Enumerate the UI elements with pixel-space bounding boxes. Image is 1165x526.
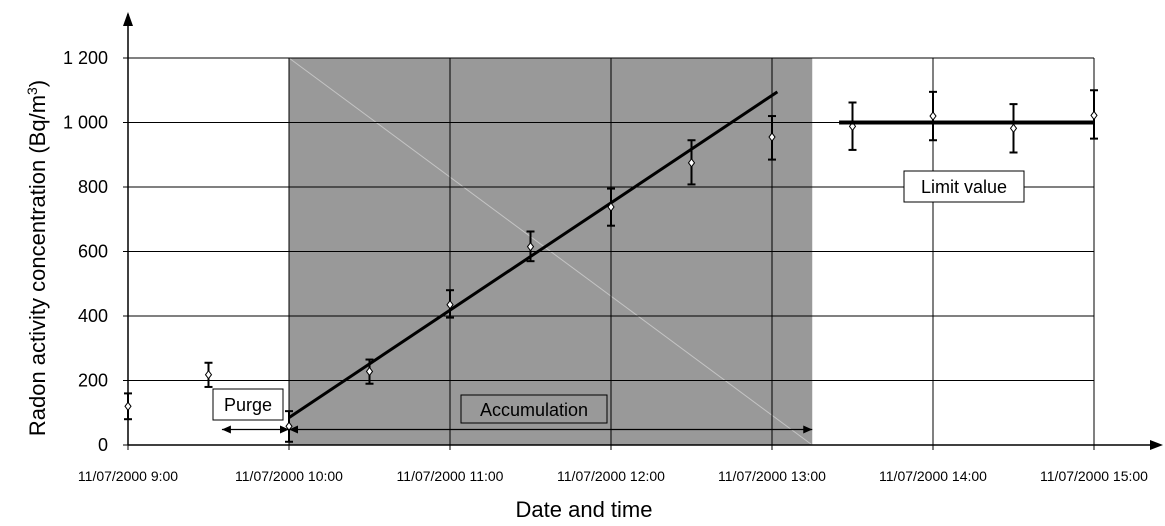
- point-marker: [687, 157, 696, 168]
- accumulation-arrow-head-right: [803, 425, 813, 434]
- data-point: [607, 187, 615, 227]
- data-point: [768, 115, 776, 161]
- point-marker: [526, 241, 535, 252]
- data-point: [848, 101, 857, 151]
- x-tick-label: 11/07/2000 13:00: [718, 468, 826, 484]
- purge-arrow-head-right: [280, 425, 289, 434]
- x-tick-label: 11/07/2000 11:00: [397, 468, 504, 484]
- accumulation-arrow-head-left: [289, 425, 298, 434]
- data-point: [526, 230, 535, 263]
- data-point: [285, 410, 293, 443]
- accumulation-arrow: [289, 425, 813, 434]
- y-axis-title-suffix: ): [25, 80, 50, 87]
- y-tick-label: 600: [78, 242, 108, 262]
- accumulation-label: Accumulation: [480, 400, 588, 420]
- y-tick-label: 1 200: [63, 48, 108, 68]
- point-marker: [929, 111, 937, 121]
- x-tick-label: 11/07/2000 12:00: [557, 468, 665, 484]
- x-tick-label: 11/07/2000 9:00: [78, 468, 178, 484]
- data-point: [1009, 103, 1018, 154]
- limit-label: Limit value: [921, 177, 1007, 197]
- data-point: [446, 289, 454, 319]
- y-tick-label: 0: [98, 435, 108, 455]
- data-point: [204, 361, 213, 388]
- y-axis-title-main: Radon activity concentration (Bq/m: [25, 95, 50, 436]
- point-marker: [365, 366, 374, 377]
- data-point: [929, 90, 937, 142]
- y-tick-label: 400: [78, 306, 108, 326]
- data-point: [1090, 89, 1098, 140]
- x-axis-arrow: [1150, 440, 1163, 450]
- accumulation-box: [460, 394, 608, 424]
- point-marker: [1090, 110, 1098, 121]
- point-marker: [285, 421, 293, 432]
- x-tick-label: 11/07/2000 14:00: [879, 468, 987, 484]
- y-axis-title: Radon activity concentration (Bq/m3): [24, 80, 50, 436]
- y-tick-label: 800: [78, 177, 108, 197]
- y-axis-arrow: [123, 12, 133, 26]
- point-marker: [124, 401, 132, 412]
- point-marker: [607, 202, 615, 212]
- limit-box: [903, 170, 1025, 203]
- data-point: [687, 139, 696, 186]
- point-marker: [768, 132, 776, 142]
- y-tick-label: 1 000: [63, 113, 108, 133]
- point-marker: [446, 299, 454, 310]
- x-axis-title: Date and time: [516, 497, 653, 522]
- purge-box: [212, 388, 284, 421]
- point-marker: [204, 369, 213, 380]
- purge-arrow: [221, 425, 289, 434]
- purge-arrow-head-left: [221, 425, 231, 434]
- point-marker: [1009, 123, 1018, 134]
- data-point: [124, 392, 132, 421]
- x-tick-label: 11/07/2000 10:00: [235, 468, 343, 484]
- purge-label: Purge: [224, 395, 272, 415]
- y-tick-label: 200: [78, 371, 108, 391]
- x-tick-label: 11/07/2000 15:00: [1040, 468, 1148, 484]
- data-point: [365, 358, 374, 385]
- y-axis-title-superscript: 3: [24, 87, 40, 95]
